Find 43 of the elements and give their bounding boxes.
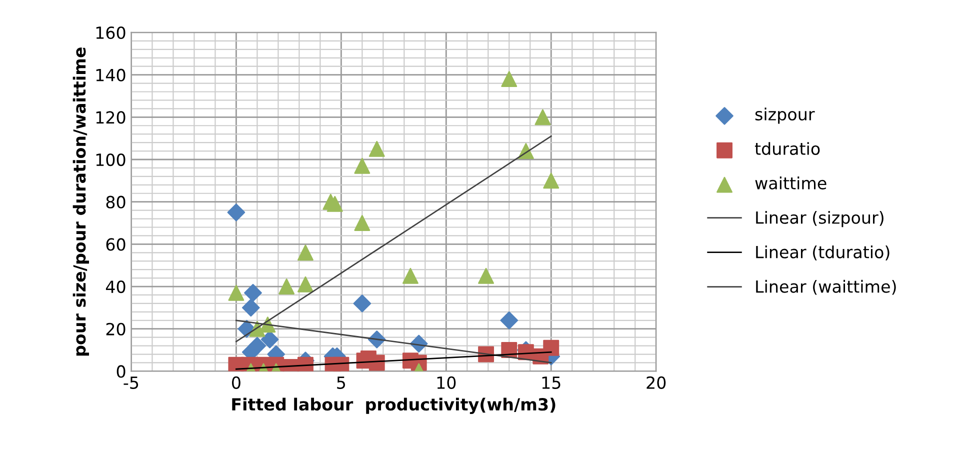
x-tick-label: 0: [232, 376, 240, 389]
point: [478, 268, 494, 284]
point: [248, 336, 266, 355]
y-tick-label: 140: [96, 68, 126, 82]
point: [298, 276, 314, 292]
x-axis-title: Fitted labour productivity(wh/m3): [232, 398, 556, 414]
legend-label: Linear (sizpour): [756, 211, 884, 228]
legend-label: sizpour: [755, 108, 815, 124]
point: [543, 172, 560, 189]
point: [228, 284, 244, 301]
point: [353, 294, 372, 312]
point: [260, 330, 279, 348]
point: [227, 204, 246, 222]
x-tick-label: 15: [542, 376, 560, 389]
y-tick-label: 160: [96, 26, 126, 40]
point: [354, 215, 370, 231]
point: [326, 196, 343, 212]
point: [278, 278, 295, 294]
legend-label: Linear (tduratio): [756, 245, 890, 260]
point: [501, 71, 518, 88]
x-tick-label: 5: [337, 376, 346, 389]
y-axis-title: pour size/pour duration/waittime: [72, 48, 89, 356]
point: [298, 244, 314, 261]
y-tick-label: 20: [106, 322, 126, 336]
point: [500, 311, 518, 330]
y-tick-label: 40: [106, 280, 126, 294]
point: [244, 284, 262, 302]
x-tick-label: 20: [646, 376, 666, 389]
x-tick-label: -5: [124, 376, 138, 389]
point: [242, 298, 260, 317]
legend-label: tduratio: [754, 142, 820, 155]
point: [402, 268, 418, 284]
point: [354, 158, 370, 174]
y-tick-label: 0: [116, 365, 126, 378]
x-tick-label: 10: [437, 376, 456, 389]
legend-label: Linear (waittime): [756, 280, 896, 295]
legend-label: waittime: [755, 176, 826, 190]
y-tick-label: 80: [106, 196, 126, 208]
point: [534, 109, 551, 126]
y-tick-label: 100: [96, 153, 126, 166]
point: [368, 140, 385, 157]
y-tick-label: 120: [96, 111, 126, 124]
y-tick-label: 60: [106, 238, 126, 251]
